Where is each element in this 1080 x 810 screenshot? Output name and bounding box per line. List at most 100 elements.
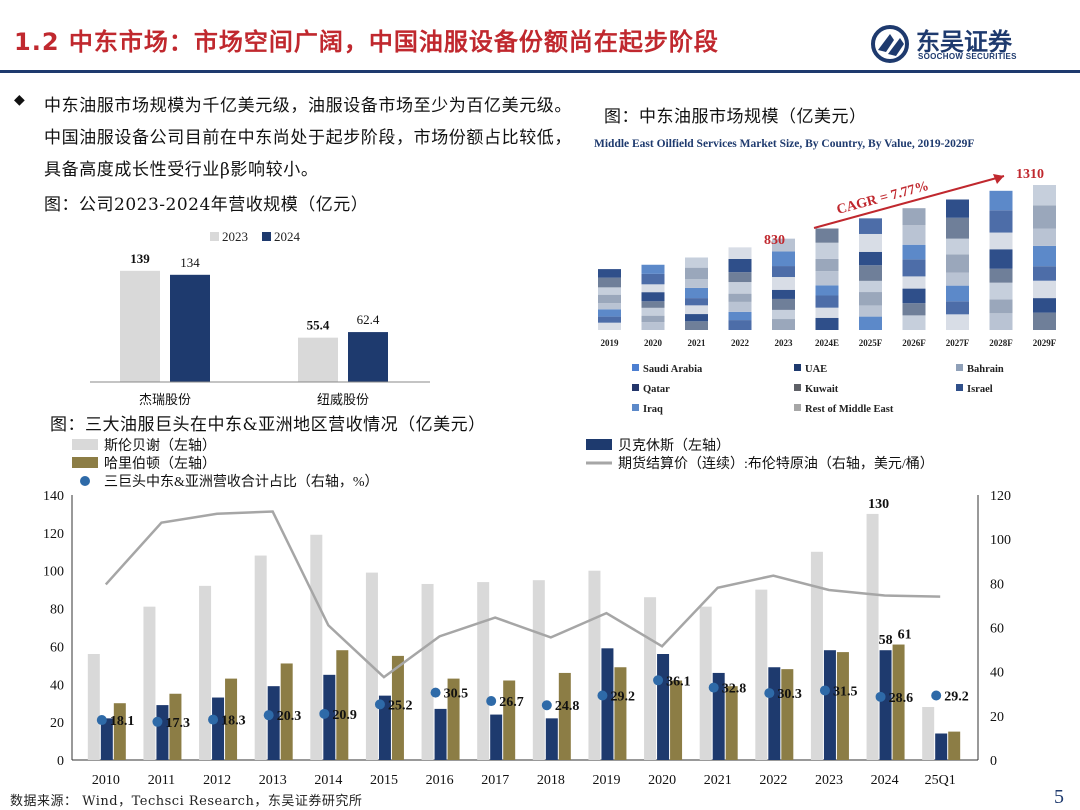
me-x-label-2019: 2019 bbox=[601, 338, 620, 348]
segment-2019-Kuwait bbox=[598, 294, 621, 304]
x-label-2024: 2024 bbox=[871, 773, 899, 788]
segment-2028F-UAE bbox=[989, 299, 1013, 314]
bar-2013-2 bbox=[280, 663, 293, 760]
share-point-2022 bbox=[764, 688, 775, 699]
segment-2026F-Iraq bbox=[902, 225, 926, 245]
y-right-tick-60: 60 bbox=[990, 622, 1004, 637]
share-point-2013 bbox=[263, 710, 274, 721]
segment-2025F-Bahrain bbox=[859, 292, 882, 306]
share-point-25Q1 bbox=[931, 690, 942, 701]
segment-2023-Saudi Arabia bbox=[772, 319, 795, 330]
me-legend-label-Kuwait: Kuwait bbox=[805, 384, 839, 395]
segment-2019-Rest of Middle East bbox=[598, 269, 621, 278]
share-label-2010: 18.1 bbox=[110, 714, 135, 729]
segment-2024E-Qatar bbox=[815, 285, 839, 296]
y-left-tick-80: 80 bbox=[50, 603, 64, 618]
x-label-2013: 2013 bbox=[259, 773, 287, 788]
me-legend-label-Qatar: Qatar bbox=[643, 384, 670, 395]
segment-2028F-Qatar bbox=[989, 268, 1013, 283]
bar-2014-1 bbox=[323, 674, 336, 760]
legend-label-1: 贝克休斯（左轴） bbox=[618, 438, 730, 454]
segment-2025F-Rest of Middle East bbox=[859, 218, 882, 234]
x-label-2021: 2021 bbox=[704, 773, 732, 788]
segment-2023-Rest of Middle East bbox=[772, 238, 795, 252]
y-right-tick-120: 120 bbox=[990, 489, 1011, 504]
segment-2028F-Israel bbox=[989, 232, 1013, 250]
me-legend-swatch-Iraq bbox=[632, 404, 639, 411]
bar-2021-1 bbox=[712, 672, 725, 760]
stacked-bar-2028F bbox=[989, 190, 1013, 330]
segment-2019-Israel bbox=[598, 287, 621, 295]
share-label-2024: 28.6 bbox=[889, 691, 914, 706]
page-title: 1.2 中东市场：市场空间广阔，中国油服设备份额尚在起步阶段 bbox=[14, 28, 719, 56]
me-legend-swatch-Kuwait bbox=[794, 384, 801, 391]
segment-2026F-Saudi Arabia bbox=[902, 315, 926, 330]
segment-2020-Qatar bbox=[641, 301, 665, 308]
segment-2022-Rest of Middle East bbox=[728, 247, 752, 259]
segment-2021-Qatar bbox=[685, 298, 708, 306]
bar-2014-0 bbox=[310, 534, 323, 760]
segment-2023-Iraq bbox=[772, 251, 795, 267]
y-right-tick-100: 100 bbox=[990, 533, 1011, 548]
data-label-杰瑞股份-2024: 134 bbox=[180, 255, 200, 270]
bar-2012-2 bbox=[225, 678, 238, 760]
bar-2022-0 bbox=[755, 589, 768, 760]
legend-swatch-4 bbox=[80, 476, 90, 486]
me-legend-label-Rest of Middle East: Rest of Middle East bbox=[805, 404, 894, 415]
x-label-2017: 2017 bbox=[481, 773, 509, 788]
segment-2029F-Israel bbox=[1033, 228, 1056, 246]
bar-2024-2 bbox=[892, 644, 905, 760]
segment-2028F-Saudi Arabia bbox=[989, 313, 1013, 330]
segment-2019-Saudi Arabia bbox=[598, 322, 621, 330]
segment-2024E-UAE bbox=[815, 307, 839, 318]
legend-label-2023: 2023 bbox=[222, 229, 248, 244]
legend-label-2: 哈里伯顿（左轴） bbox=[104, 456, 216, 472]
segment-2022-Qatar bbox=[728, 293, 752, 302]
segment-2024E-Iraq bbox=[815, 242, 839, 259]
bar-2014-2 bbox=[336, 650, 349, 760]
x-label-2012: 2012 bbox=[203, 773, 231, 788]
legend-label-4: 三巨头中东&亚洲营收合计占比（右轴，%） bbox=[104, 474, 379, 490]
stacked-bar-2019 bbox=[598, 269, 621, 330]
share-label-2020: 36.1 bbox=[666, 674, 691, 689]
legend-swatch-2024 bbox=[262, 232, 271, 241]
me-x-label-2026F: 2026F bbox=[902, 338, 926, 348]
brent-line bbox=[104, 510, 941, 679]
cagr-arrow-line bbox=[813, 175, 1005, 229]
segment-2023-Bahrain bbox=[772, 298, 795, 310]
cagr-arrow-head-icon bbox=[993, 174, 1004, 184]
bar-2022-1 bbox=[768, 667, 781, 760]
bar-2017-2 bbox=[503, 680, 516, 760]
share-point-2014 bbox=[319, 708, 330, 719]
bar-2020-1 bbox=[657, 654, 670, 760]
stacked-bar-2027F bbox=[946, 199, 969, 330]
segment-2027F-Iraq bbox=[946, 217, 969, 239]
bar-2011-2 bbox=[169, 693, 182, 760]
share-point-2019 bbox=[597, 690, 608, 701]
bar-2017-0 bbox=[477, 582, 490, 760]
bar-2016-2 bbox=[447, 678, 460, 760]
bar-25Q1-0 bbox=[922, 707, 935, 760]
me-x-label-2022: 2022 bbox=[731, 338, 750, 348]
share-label-2014: 20.9 bbox=[332, 708, 357, 723]
giants-revenue-chart: 斯伦贝谢（左轴） 哈里伯顿（左轴） 三巨头中东&亚洲营收合计占比（右轴，%） 贝克休斯… bbox=[43, 438, 1011, 788]
bar-2016-1 bbox=[434, 708, 447, 760]
me-legend-swatch-Qatar bbox=[632, 384, 639, 391]
y-right-tick-20: 20 bbox=[990, 710, 1004, 725]
me-legend-label-Saudi Arabia: Saudi Arabia bbox=[643, 364, 703, 375]
intro-paragraph: 中东油服市场规模为千亿美元级，油服设备市场至少为百亿美元级。中国油服设备公司目前… bbox=[44, 96, 572, 180]
share-point-2012 bbox=[208, 714, 219, 725]
label-hal-2024: 61 bbox=[898, 628, 912, 643]
y-left-tick-140: 140 bbox=[43, 489, 64, 504]
me-legend-swatch-Saudi Arabia bbox=[632, 364, 639, 371]
bullet-diamond-icon: ◆ bbox=[14, 92, 25, 108]
bar-2018-1 bbox=[545, 718, 558, 760]
logo-text-cn: 东吴证券 bbox=[916, 28, 1012, 56]
segment-2019-UAE bbox=[598, 316, 621, 323]
segment-2029F-Qatar bbox=[1033, 266, 1056, 281]
me-legend-swatch-UAE bbox=[794, 364, 801, 371]
segment-2021-Israel bbox=[685, 279, 708, 288]
bar-2010-0 bbox=[87, 654, 100, 760]
segment-2029F-Bahrain bbox=[1033, 280, 1056, 299]
bar-2021-0 bbox=[699, 606, 712, 760]
